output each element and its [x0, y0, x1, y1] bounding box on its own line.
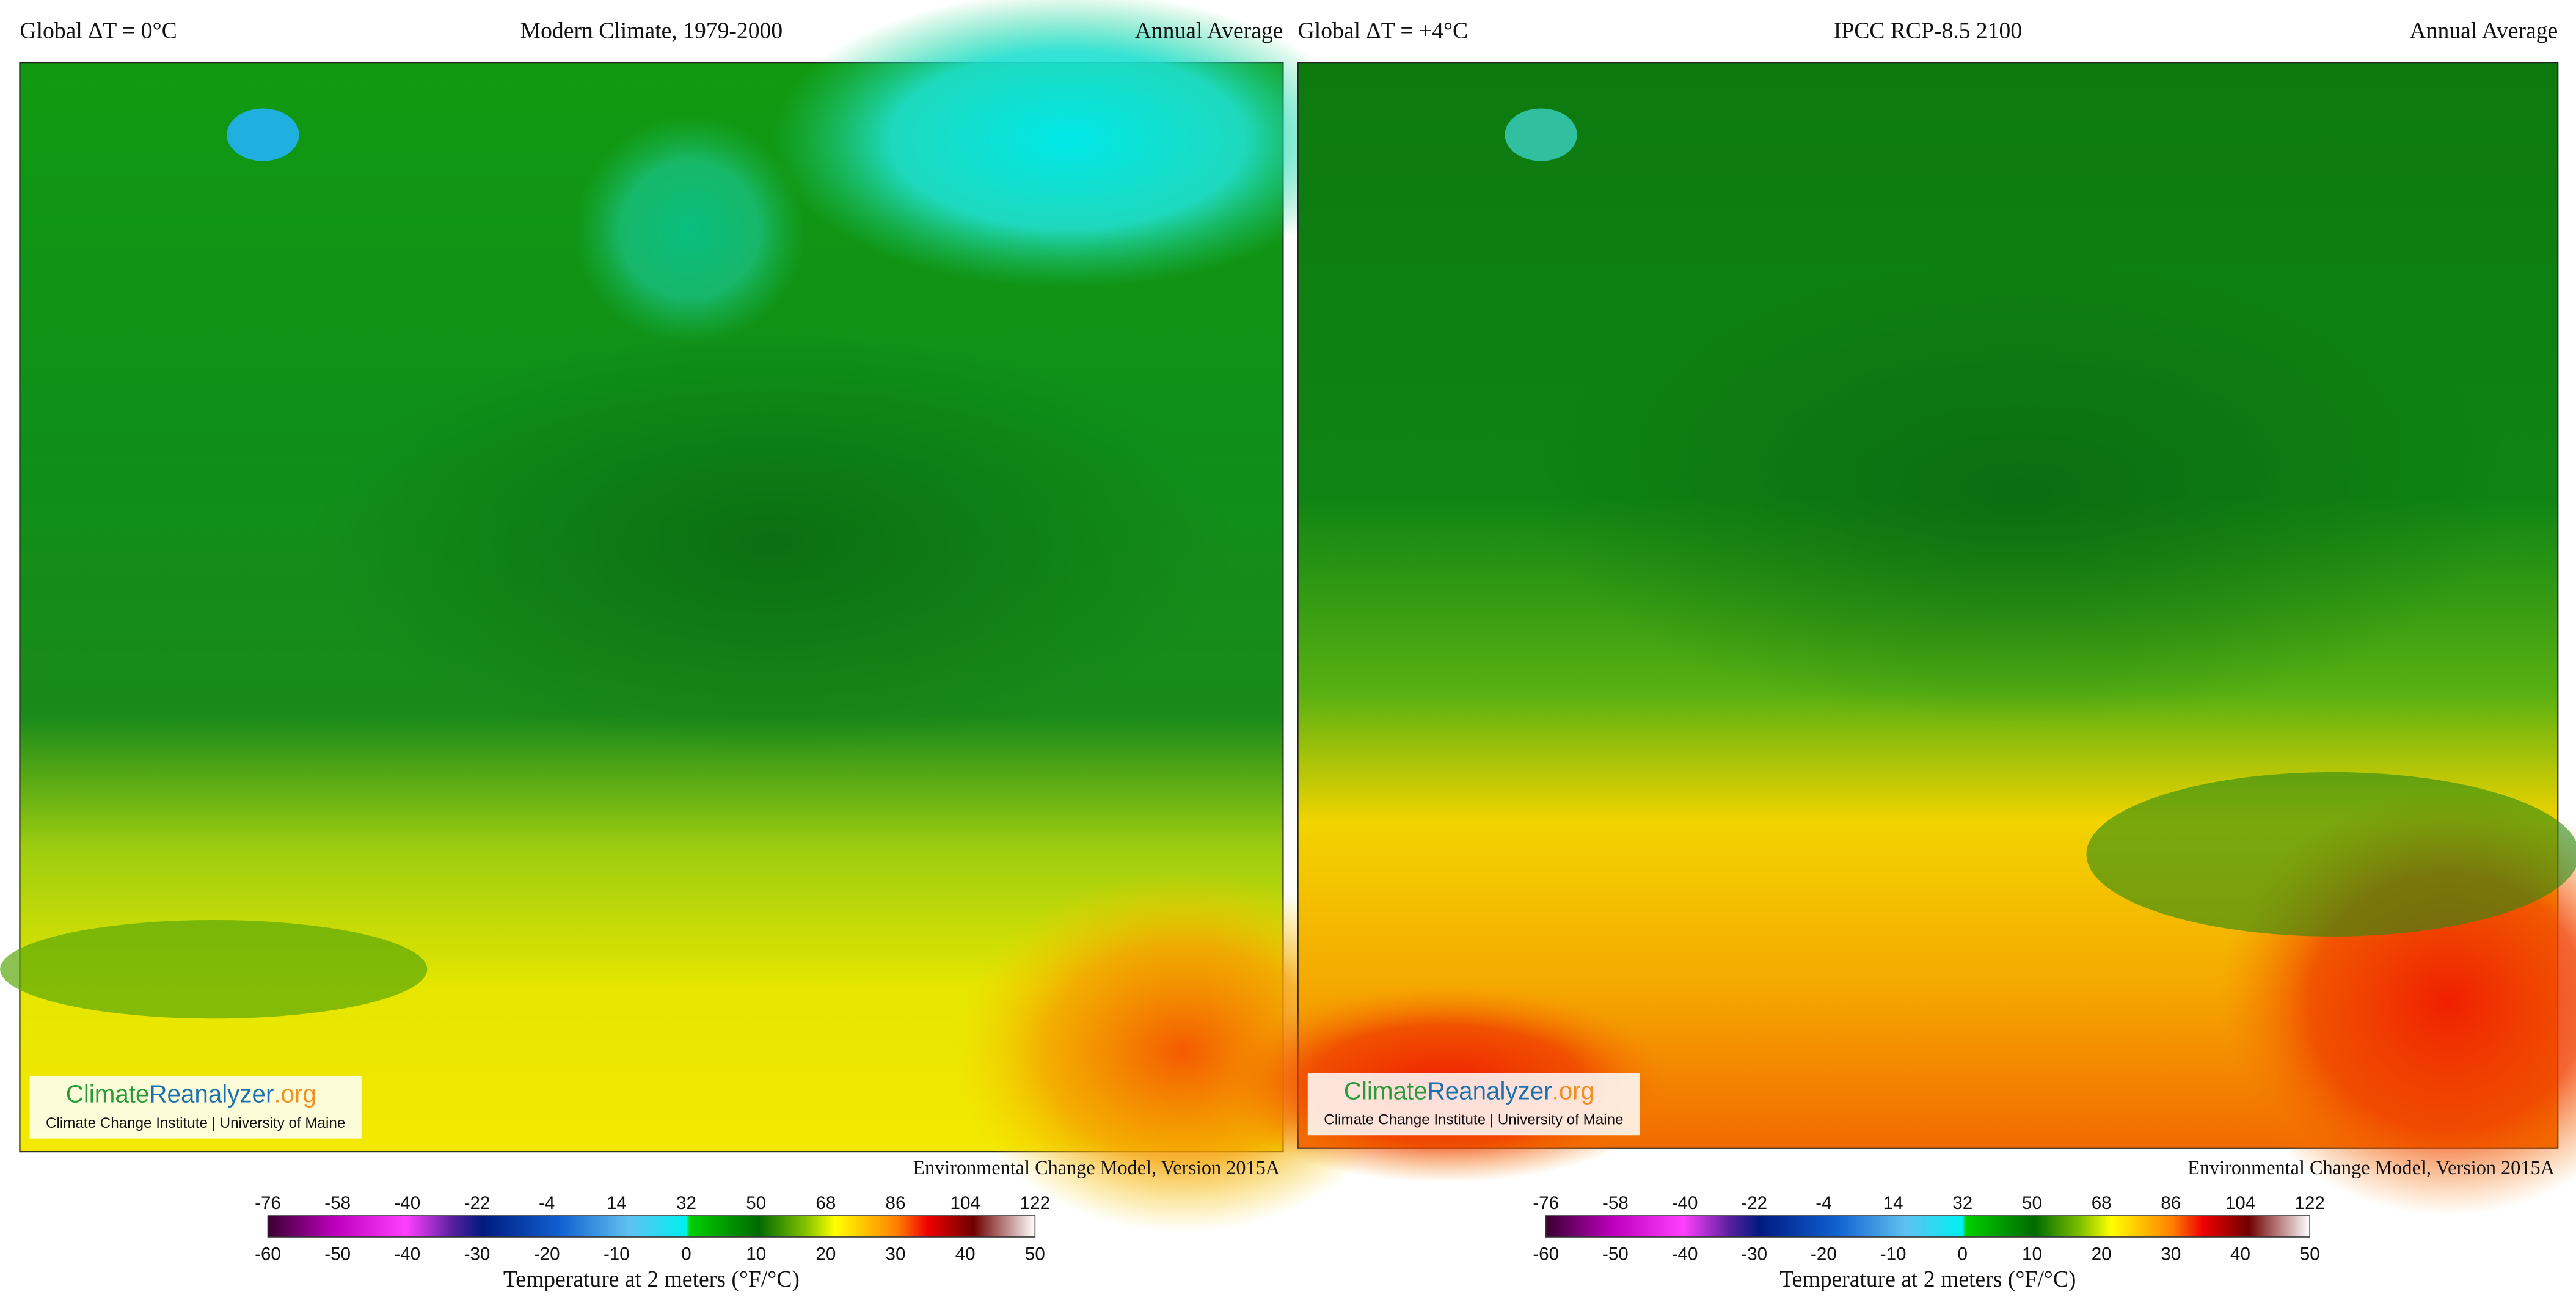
- fahrenheit-label: 104: [2225, 1193, 2255, 1213]
- fahrenheit-label: 14: [1883, 1193, 1903, 1213]
- fahrenheit-label: 86: [886, 1193, 906, 1213]
- celsius-label: 30: [886, 1244, 906, 1264]
- fahrenheit-label: -40: [1672, 1193, 1698, 1213]
- fahrenheit-label: 50: [2022, 1193, 2042, 1213]
- celsius-label: 30: [2161, 1244, 2181, 1264]
- celsius-label: -30: [1741, 1244, 1767, 1264]
- fahrenheit-label: 104: [950, 1193, 980, 1213]
- fahrenheit-label: 14: [607, 1193, 627, 1213]
- celsius-label: -10: [1880, 1244, 1906, 1264]
- logo-part: Reanalyzer: [149, 1079, 274, 1108]
- header-title: Modern Climate, 1979-2000: [520, 18, 783, 43]
- header-left: Global ΔT = 0°C: [20, 18, 177, 43]
- logo-part: Climate: [66, 1079, 150, 1108]
- logo-title: ClimateReanalyzer.org: [1344, 1076, 1594, 1105]
- fahrenheit-label: 122: [1020, 1193, 1050, 1213]
- fahrenheit-label: -4: [1815, 1193, 1831, 1213]
- celsius-label: -30: [464, 1244, 491, 1264]
- celsius-label: -20: [534, 1244, 560, 1264]
- celsius-label: 10: [746, 1244, 766, 1264]
- fahrenheit-label: -76: [1533, 1193, 1559, 1213]
- fahrenheit-label: 86: [2161, 1193, 2181, 1213]
- fahrenheit-label: 32: [676, 1193, 696, 1213]
- panel: Global ΔT = 0°C Modern Climate, 1979-2000…: [20, 18, 1283, 1292]
- logo-box: [29, 1076, 362, 1139]
- colorbar: [1545, 1215, 2311, 1238]
- celsius-label: -20: [1811, 1244, 1837, 1264]
- celsius-label: -50: [1602, 1244, 1629, 1264]
- panel: Global ΔT = +4°C IPCC RCP-8.5 2100 Annual …: [1298, 18, 2558, 1292]
- colorbar: [267, 1215, 1036, 1238]
- fahrenheit-label: -58: [324, 1193, 351, 1213]
- celsius-label: -10: [604, 1244, 630, 1264]
- logo-part: .org: [1552, 1076, 1595, 1105]
- fahrenheit-label: 68: [815, 1193, 836, 1213]
- colorbar-label: Temperature at 2 meters (°F/°C): [503, 1266, 800, 1292]
- header-right: Annual Average: [2410, 18, 2558, 43]
- map-left: [0, 0, 1413, 1232]
- fahrenheit-label: -4: [539, 1193, 555, 1213]
- celsius-label: -60: [1533, 1244, 1559, 1264]
- fahrenheit-label: 68: [2092, 1193, 2112, 1213]
- celsius-label: -40: [1672, 1244, 1698, 1264]
- fahrenheit-label: -40: [394, 1193, 420, 1213]
- fahrenheit-label: 50: [746, 1193, 766, 1213]
- header-title: IPCC RCP-8.5 2100: [1834, 18, 2022, 43]
- header-left: Global ΔT = +4°C: [1298, 18, 1469, 43]
- fahrenheit-label: -76: [255, 1193, 281, 1213]
- celsius-label: 20: [2092, 1244, 2112, 1264]
- celsius-label: 0: [681, 1244, 691, 1264]
- fahrenheit-label: 122: [2295, 1193, 2325, 1213]
- logo-part: Reanalyzer: [1428, 1076, 1552, 1105]
- celsius-label: 40: [955, 1244, 976, 1264]
- celsius-label: 20: [815, 1244, 836, 1264]
- celsius-label: 40: [2230, 1244, 2250, 1264]
- fahrenheit-label: -22: [1741, 1193, 1767, 1213]
- credit: Environmental Change Model, Version 2015…: [2187, 1156, 2555, 1178]
- logo-subtitle: Climate Change Institute | University of…: [46, 1115, 345, 1131]
- credit: Environmental Change Model, Version 2015…: [913, 1156, 1280, 1178]
- logo-title: ClimateReanalyzer.org: [66, 1079, 316, 1108]
- colorbar-label: Temperature at 2 meters (°F/°C): [1779, 1266, 2076, 1292]
- celsius-label: 10: [2022, 1244, 2042, 1264]
- logo-part: .org: [274, 1079, 316, 1108]
- celsius-label: -50: [324, 1244, 351, 1264]
- map-right: [1216, 62, 2576, 1216]
- logo-part: Climate: [1344, 1076, 1428, 1105]
- celsius-label: -60: [255, 1244, 281, 1264]
- logo-box: [1307, 1073, 1640, 1136]
- celsius-label: 50: [2300, 1244, 2320, 1264]
- celsius-label: -40: [394, 1244, 420, 1264]
- header-right: Annual Average: [1135, 18, 1283, 43]
- fahrenheit-label: 32: [1952, 1193, 1972, 1213]
- fahrenheit-label: -58: [1602, 1193, 1629, 1213]
- fahrenheit-label: -22: [464, 1193, 491, 1213]
- celsius-label: 0: [1958, 1244, 1968, 1264]
- celsius-label: 50: [1025, 1244, 1045, 1264]
- logo-subtitle: Climate Change Institute | University of…: [1324, 1111, 1623, 1128]
